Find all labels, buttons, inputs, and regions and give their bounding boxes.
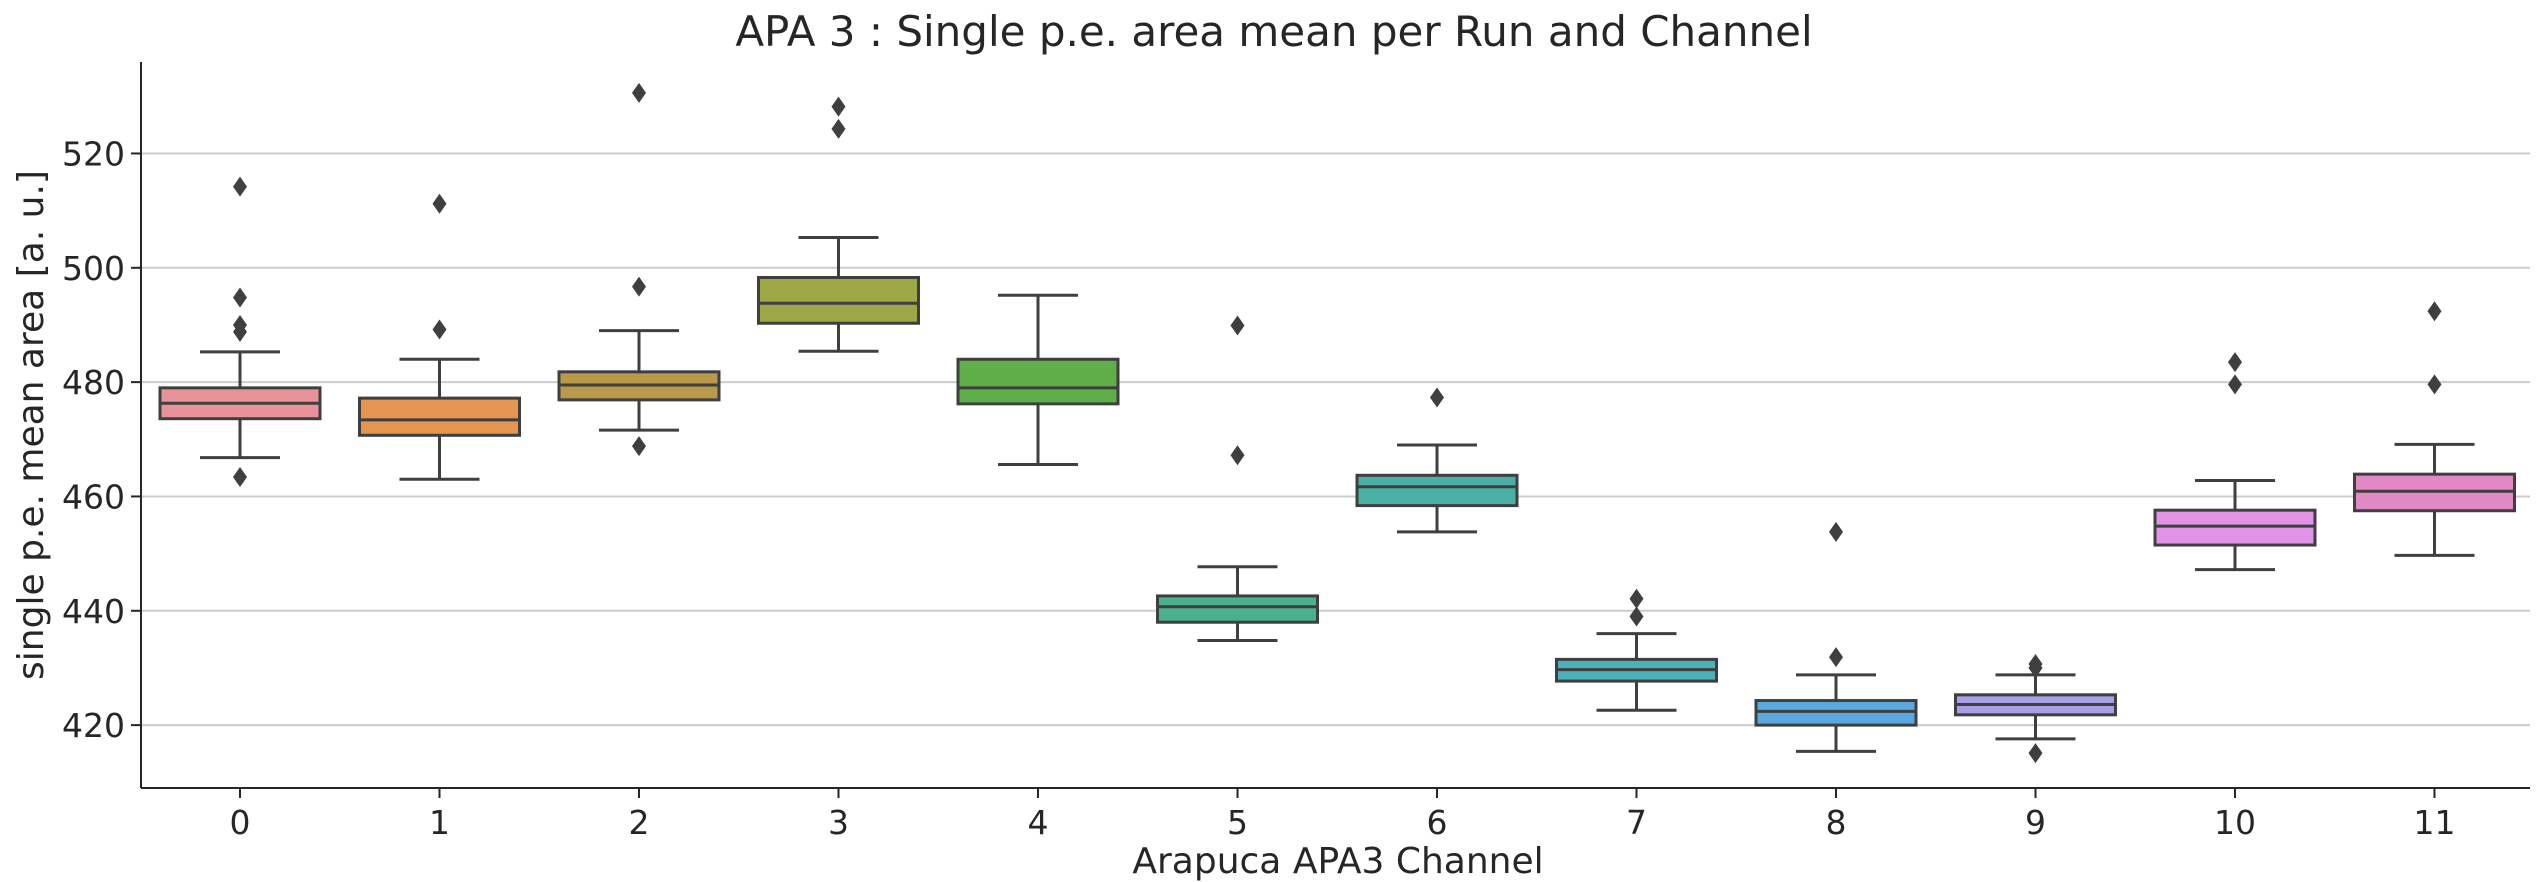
outlier-point xyxy=(1629,588,1644,609)
y-tick-label: 420 xyxy=(62,706,125,745)
y-ticks: 420 440 460 480 500 520 xyxy=(62,134,141,745)
box-group-7 xyxy=(1555,588,1718,712)
x-tick-label: 10 xyxy=(2214,803,2256,842)
box-group-3 xyxy=(757,96,920,353)
box-group-9 xyxy=(1954,653,2117,764)
x-tick-label: 5 xyxy=(1227,803,1248,842)
box-5 xyxy=(1156,594,1319,624)
x-tick-label: 3 xyxy=(828,803,849,842)
box-4 xyxy=(956,357,1120,406)
outlier-point xyxy=(831,96,846,117)
box-group-8 xyxy=(1754,521,1918,753)
box-1 xyxy=(358,396,521,437)
outlier-point xyxy=(1430,387,1444,408)
box-group-4 xyxy=(956,293,1120,466)
outlier-point xyxy=(233,287,247,308)
outlier-point xyxy=(1629,606,1644,627)
box-group-2 xyxy=(557,82,721,457)
x-tick-label: 7 xyxy=(1626,803,1647,842)
axes xyxy=(140,62,2530,789)
x-tick-label: 1 xyxy=(429,803,450,842)
y-axis-label: single p.e. mean area [a. u.] xyxy=(11,170,52,680)
box-group-11 xyxy=(2353,301,2516,557)
outlier-point xyxy=(2228,374,2242,395)
box-group-5 xyxy=(1156,315,1319,643)
outlier-point xyxy=(2427,374,2442,395)
box-group-0 xyxy=(158,176,322,488)
outlier-point xyxy=(233,467,247,488)
y-tick-label: 480 xyxy=(62,363,125,402)
box-group-6 xyxy=(1355,387,1519,534)
box-group-1 xyxy=(358,193,521,481)
outlier-point xyxy=(1230,445,1245,466)
box-6 xyxy=(1355,473,1519,508)
outlier-point xyxy=(632,276,646,297)
y-tick-label: 440 xyxy=(62,592,125,631)
outlier-point xyxy=(432,193,447,214)
outlier-point xyxy=(1829,521,1843,542)
box-group-10 xyxy=(2153,352,2317,572)
outlier-point xyxy=(233,176,247,197)
x-tick-label: 9 xyxy=(2025,803,2046,842)
outlier-point xyxy=(1230,315,1245,336)
outlier-point xyxy=(1829,647,1843,668)
outlier-point xyxy=(2028,653,2043,674)
outlier-point xyxy=(632,436,646,457)
box-3 xyxy=(757,276,920,325)
chart-title: APA 3 : Single p.e. area mean per Run an… xyxy=(735,7,1812,56)
outlier-point xyxy=(432,319,447,340)
outlier-point xyxy=(233,314,247,335)
gridlines xyxy=(141,152,2530,727)
x-tick-label: 8 xyxy=(1826,803,1847,842)
x-tick-label: 2 xyxy=(629,803,650,842)
outlier-point xyxy=(632,82,646,103)
x-ticks: 0 1 2 3 4 5 6 7 8 9 10 11 xyxy=(230,788,2456,842)
x-tick-label: 11 xyxy=(2414,803,2456,842)
outlier-point xyxy=(831,118,846,139)
x-tick-label: 4 xyxy=(1028,803,1049,842)
x-tick-label: 6 xyxy=(1427,803,1448,842)
boxes xyxy=(158,82,2516,764)
outlier-point xyxy=(2427,301,2442,322)
x-tick-label: 0 xyxy=(230,803,251,842)
x-axis-label: Arapuca APA3 Channel xyxy=(1132,841,1543,882)
outlier-point xyxy=(2228,352,2242,373)
y-tick-label: 500 xyxy=(62,249,125,288)
y-tick-label: 520 xyxy=(62,134,125,173)
y-tick-label: 460 xyxy=(62,477,125,516)
outlier-point xyxy=(2028,743,2043,764)
